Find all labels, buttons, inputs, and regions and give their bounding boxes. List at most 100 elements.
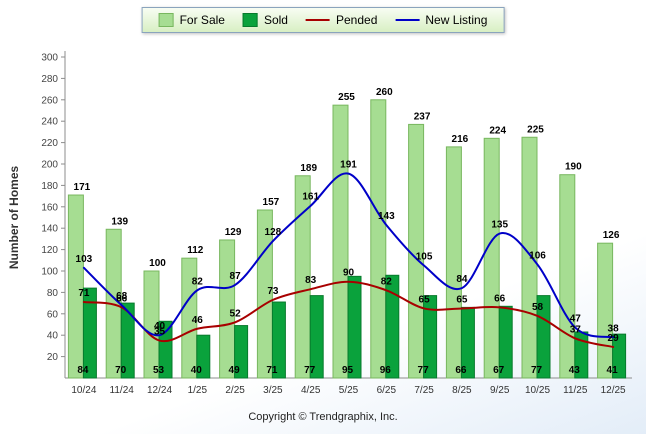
svg-text:103: 103 bbox=[76, 254, 93, 265]
svg-text:135: 135 bbox=[491, 220, 508, 231]
legend: For Sale Sold Pended New Listing bbox=[141, 7, 505, 33]
svg-text:191: 191 bbox=[340, 160, 357, 171]
svg-text:2/25: 2/25 bbox=[225, 385, 245, 396]
legend-item-for-sale: For Sale bbox=[158, 13, 225, 27]
svg-text:5/25: 5/25 bbox=[339, 385, 359, 396]
legend-label: Pended bbox=[335, 13, 378, 27]
svg-text:71: 71 bbox=[266, 365, 278, 376]
svg-text:43: 43 bbox=[569, 365, 581, 376]
legend-item-new-listing: New Listing bbox=[395, 13, 487, 27]
svg-text:41: 41 bbox=[607, 365, 619, 376]
svg-text:143: 143 bbox=[378, 211, 395, 222]
svg-text:40: 40 bbox=[154, 321, 166, 332]
svg-text:71: 71 bbox=[78, 288, 90, 299]
svg-text:83: 83 bbox=[305, 275, 317, 286]
svg-text:224: 224 bbox=[489, 125, 506, 136]
svg-text:8/25: 8/25 bbox=[452, 385, 472, 396]
svg-text:3/25: 3/25 bbox=[263, 385, 283, 396]
svg-text:280: 280 bbox=[41, 74, 58, 85]
svg-text:87: 87 bbox=[230, 271, 242, 282]
svg-text:12/24: 12/24 bbox=[147, 385, 172, 396]
svg-text:106: 106 bbox=[529, 251, 546, 262]
svg-text:7/25: 7/25 bbox=[414, 385, 434, 396]
svg-text:237: 237 bbox=[414, 111, 431, 122]
legend-swatch-new-listing bbox=[395, 19, 420, 21]
legend-label: New Listing bbox=[425, 13, 488, 27]
svg-text:20: 20 bbox=[47, 352, 59, 363]
svg-text:95: 95 bbox=[342, 365, 354, 376]
svg-text:82: 82 bbox=[381, 276, 393, 287]
svg-text:Number of Homes: Number of Homes bbox=[7, 166, 21, 270]
svg-text:46: 46 bbox=[192, 315, 204, 326]
legend-label: Sold bbox=[263, 13, 288, 27]
svg-text:126: 126 bbox=[603, 230, 620, 241]
svg-text:96: 96 bbox=[380, 365, 392, 376]
svg-text:6/25: 6/25 bbox=[377, 385, 397, 396]
legend-item-sold: Sold bbox=[242, 13, 288, 27]
svg-text:220: 220 bbox=[41, 138, 58, 149]
svg-text:65: 65 bbox=[456, 294, 468, 305]
svg-text:40: 40 bbox=[47, 331, 59, 342]
svg-text:77: 77 bbox=[304, 365, 316, 376]
svg-text:129: 129 bbox=[225, 227, 242, 238]
svg-text:68: 68 bbox=[116, 291, 128, 302]
svg-text:82: 82 bbox=[192, 276, 204, 287]
svg-text:4/25: 4/25 bbox=[301, 385, 321, 396]
svg-text:260: 260 bbox=[41, 95, 58, 106]
svg-text:100: 100 bbox=[149, 258, 166, 269]
svg-text:11/25: 11/25 bbox=[563, 385, 588, 396]
svg-text:11/24: 11/24 bbox=[110, 385, 135, 396]
svg-text:171: 171 bbox=[74, 182, 91, 193]
svg-text:139: 139 bbox=[111, 216, 128, 227]
legend-swatch-sold bbox=[242, 13, 258, 27]
svg-text:128: 128 bbox=[265, 227, 282, 238]
svg-text:65: 65 bbox=[419, 294, 431, 305]
svg-text:77: 77 bbox=[418, 365, 430, 376]
svg-text:90: 90 bbox=[343, 268, 355, 279]
svg-text:67: 67 bbox=[493, 365, 505, 376]
svg-text:225: 225 bbox=[527, 124, 544, 135]
svg-text:161: 161 bbox=[302, 192, 319, 203]
svg-text:120: 120 bbox=[41, 245, 58, 256]
legend-swatch-for-sale bbox=[158, 13, 174, 27]
svg-text:255: 255 bbox=[338, 92, 355, 103]
legend-label: For Sale bbox=[179, 13, 225, 27]
svg-text:37: 37 bbox=[570, 324, 582, 335]
svg-text:260: 260 bbox=[376, 87, 393, 98]
svg-text:49: 49 bbox=[229, 365, 241, 376]
svg-text:84: 84 bbox=[77, 365, 89, 376]
svg-text:9/25: 9/25 bbox=[490, 385, 510, 396]
svg-text:112: 112 bbox=[187, 245, 204, 256]
svg-text:240: 240 bbox=[41, 117, 58, 128]
plot-area: 20 40 60 80 100 120 140 160 180 200 220 240 260 280 30… bbox=[7, 51, 632, 396]
copyright: Copyright © Trendgraphix, Inc. bbox=[248, 411, 398, 423]
svg-text:10/25: 10/25 bbox=[525, 385, 550, 396]
svg-text:35: 35 bbox=[154, 327, 166, 338]
svg-text:73: 73 bbox=[267, 286, 279, 297]
svg-text:53: 53 bbox=[153, 365, 165, 376]
svg-text:77: 77 bbox=[531, 365, 543, 376]
svg-text:66: 66 bbox=[116, 293, 128, 304]
svg-text:60: 60 bbox=[47, 309, 59, 320]
svg-text:38: 38 bbox=[608, 323, 620, 334]
svg-text:52: 52 bbox=[230, 308, 242, 319]
svg-text:300: 300 bbox=[41, 53, 58, 64]
svg-text:66: 66 bbox=[455, 365, 467, 376]
legend-item-pended: Pended bbox=[305, 13, 378, 27]
svg-text:84: 84 bbox=[456, 274, 468, 285]
svg-text:80: 80 bbox=[47, 288, 59, 299]
legend-swatch-pended bbox=[305, 19, 330, 21]
svg-text:189: 189 bbox=[300, 163, 317, 174]
svg-text:190: 190 bbox=[565, 162, 582, 173]
svg-text:70: 70 bbox=[115, 365, 127, 376]
svg-text:29: 29 bbox=[608, 333, 620, 344]
svg-text:105: 105 bbox=[416, 252, 433, 263]
svg-text:12/25: 12/25 bbox=[601, 385, 626, 396]
svg-text:40: 40 bbox=[191, 365, 203, 376]
svg-text:1/25: 1/25 bbox=[188, 385, 208, 396]
svg-text:160: 160 bbox=[41, 202, 58, 213]
svg-text:216: 216 bbox=[452, 134, 469, 145]
svg-text:58: 58 bbox=[532, 302, 544, 313]
svg-text:157: 157 bbox=[263, 197, 280, 208]
